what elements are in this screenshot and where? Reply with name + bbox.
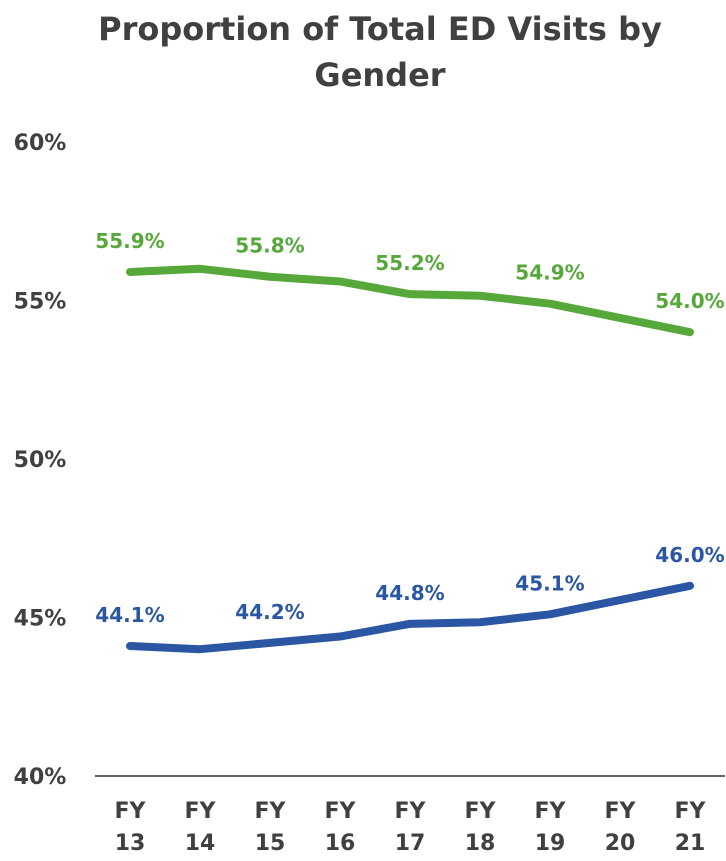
data-label: 46.0% — [655, 543, 724, 567]
y-tick-label: 50% — [14, 448, 67, 473]
x-tick-label: FY 20 — [605, 799, 637, 856]
data-label: 45.1% — [515, 571, 584, 595]
data-label: 54.9% — [515, 261, 584, 285]
data-label: 44.2% — [235, 600, 304, 624]
series-line — [126, 581, 694, 654]
x-tick-label: FY 15 — [255, 799, 287, 856]
chart-title: Proportion of Total ED Visits by Gender — [98, 10, 662, 94]
data-label: 55.2% — [375, 251, 444, 275]
data-label: 54.0% — [655, 289, 724, 313]
x-tick-label: FY 13 — [115, 799, 147, 856]
data-label: 44.8% — [375, 581, 444, 605]
x-tick-label: FY 14 — [185, 799, 217, 856]
data-label: 55.9% — [95, 229, 164, 253]
y-tick-label: 60% — [14, 131, 67, 156]
y-tick-label: 40% — [14, 765, 67, 790]
x-tick-label: FY 21 — [675, 799, 707, 856]
x-tick-label: FY 18 — [465, 799, 497, 856]
x-tick-label: FY 19 — [535, 799, 567, 856]
x-tick-label: FY 16 — [325, 799, 357, 856]
data-label: 44.1% — [95, 603, 164, 627]
series-line — [126, 264, 694, 337]
x-tick-label: FY 17 — [395, 799, 427, 856]
y-tick-label: 55% — [14, 290, 67, 315]
data-label: 55.8% — [235, 234, 304, 258]
y-tick-label: 45% — [14, 607, 67, 632]
